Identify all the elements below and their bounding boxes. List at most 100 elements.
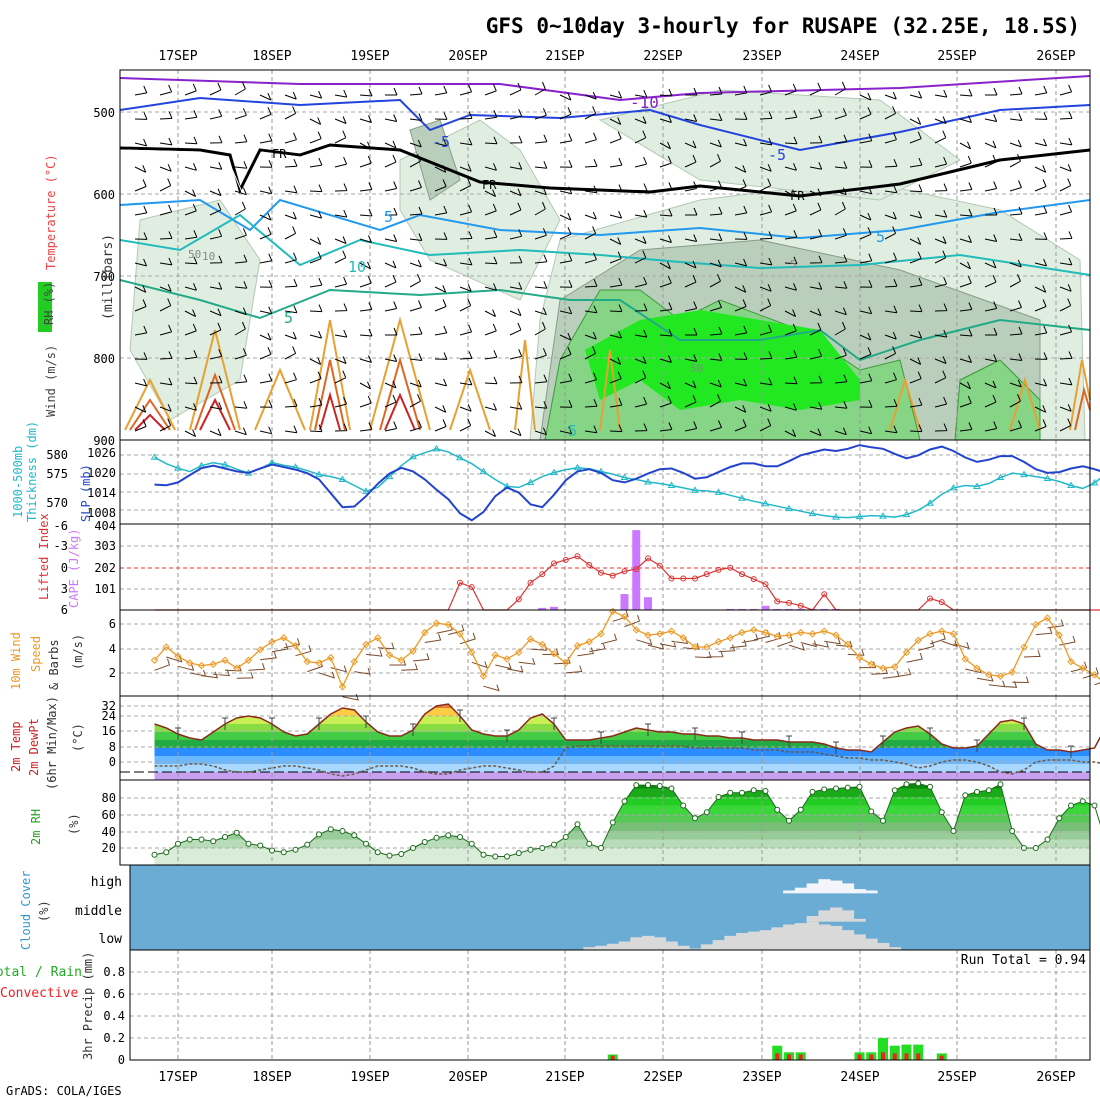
cloud-low-bar (595, 945, 608, 950)
ylabel-temp-2: 2m DewPt (27, 718, 41, 776)
lifted-index-point (727, 564, 734, 571)
thickness-point (456, 453, 464, 461)
rh-2m-point (198, 836, 205, 843)
wind-10m-point (1067, 657, 1075, 666)
wind-10m-point (938, 627, 946, 635)
rh-2m-point (433, 834, 440, 841)
lifted-index-point (645, 555, 651, 562)
ylabel-lifted-index: Lifted Index (37, 513, 51, 600)
rh-2m-point (621, 798, 628, 805)
contour-line (134, 413, 166, 431)
ylabel-precip-2: Convective (0, 986, 78, 1001)
cape-tick: 101 (94, 582, 116, 596)
wind-10m-point (597, 630, 605, 638)
rh-2m-point (410, 845, 416, 851)
lifted-index-point (457, 579, 463, 586)
thickness-point (926, 499, 934, 506)
wind-10m-panel: 6 4 2 (109, 607, 1100, 701)
rh-2m-point (551, 841, 557, 848)
li-tick: -6 (54, 519, 68, 533)
cloud-middle-bar (830, 907, 843, 922)
contour-line (599, 349, 621, 431)
upper-y-tick: 500 (93, 106, 115, 120)
temp-color-bands (154, 704, 1090, 780)
rh-2m-point (468, 840, 475, 847)
rh-2m-point (1079, 798, 1086, 805)
cloud-low-bar (677, 945, 690, 950)
wind-10m-point (973, 664, 981, 672)
contour-line (319, 391, 341, 431)
rh-2m-point (656, 782, 663, 789)
rh-2m-point (351, 832, 358, 839)
wind-10m-point (291, 642, 300, 650)
lifted-index-point (668, 575, 675, 582)
wind-10m-speed-line (154, 610, 1100, 689)
date-label-top: 20SEP (448, 49, 487, 64)
cape-tick: 404 (94, 519, 116, 533)
rh-2m-point (786, 817, 792, 824)
wind-10m-point (656, 630, 664, 638)
wind-10m-point (667, 627, 676, 635)
wind-10m-point (1032, 620, 1040, 629)
wind-10m-point (750, 626, 758, 634)
li-tick: 6 (61, 603, 68, 617)
temp-band (154, 772, 1090, 780)
rh-2m-point (280, 849, 287, 856)
thickness-point (785, 504, 793, 512)
lifted-index-point (633, 566, 640, 573)
date-label-top: 25SEP (937, 49, 976, 64)
wind-10m-point (150, 656, 159, 664)
rh-2m-point (821, 786, 828, 793)
date-label-top: 19SEP (350, 49, 389, 64)
rh-2m-point (363, 840, 369, 847)
wind-10m-point (327, 653, 335, 662)
rh-band (154, 814, 1090, 823)
thickness-point (362, 487, 370, 494)
wind-10m-point (961, 655, 969, 663)
thickness-point (691, 486, 699, 493)
rh-2m-point (504, 853, 510, 860)
thickness-point (879, 512, 887, 519)
date-label-bottom: 22SEP (643, 1070, 682, 1085)
wind-10m-point (515, 648, 523, 657)
cape-bar (761, 605, 770, 610)
wind-10m-point (985, 671, 993, 679)
wind-10m-point (409, 647, 417, 655)
rh-2m-point (762, 788, 769, 795)
footer-credit: GrADS: COLA/IGES (6, 1084, 122, 1098)
contour-line (119, 143, 1091, 198)
wind-10m-point (268, 638, 276, 646)
wind-10m-point (209, 660, 217, 668)
date-label-bottom: 21SEP (545, 1070, 584, 1085)
rh-band (154, 788, 1090, 797)
lifted-index-point (786, 599, 792, 606)
rh-2m-point (374, 849, 381, 856)
wind-10m-point (197, 661, 206, 670)
cloud-tick: middle (75, 904, 122, 919)
rh-2m-point (844, 784, 851, 791)
date-label-bottom: 19SEP (350, 1070, 389, 1085)
cloud-background (130, 865, 1090, 950)
rh-tick: 60 (102, 808, 116, 822)
contour-label: 10 (348, 258, 366, 276)
rh-2m-point (715, 794, 722, 800)
temp-tick: 32 (102, 699, 116, 713)
wind-10m-point (479, 672, 488, 680)
rh-2m-point (797, 806, 804, 813)
rh-2m-point (985, 787, 992, 794)
lifted-index-point (680, 575, 687, 582)
wind-10m-point (620, 612, 629, 621)
rh-2m-point (739, 789, 745, 796)
rh-shade-mid (409, 119, 461, 201)
wind-10m-point (421, 628, 429, 637)
rh-2m-point (950, 828, 957, 834)
cloud-high-bar (794, 887, 808, 894)
rh-2m-point (515, 850, 522, 857)
wind-10m-point (738, 628, 746, 637)
cloud-low-bar (747, 931, 761, 950)
ylabel-cloud-2: (%) (37, 900, 51, 922)
precip-tick: 0.8 (103, 965, 125, 979)
contour-line (119, 96, 1091, 152)
rh-2m-point (891, 787, 898, 794)
slp-line (154, 444, 1100, 522)
